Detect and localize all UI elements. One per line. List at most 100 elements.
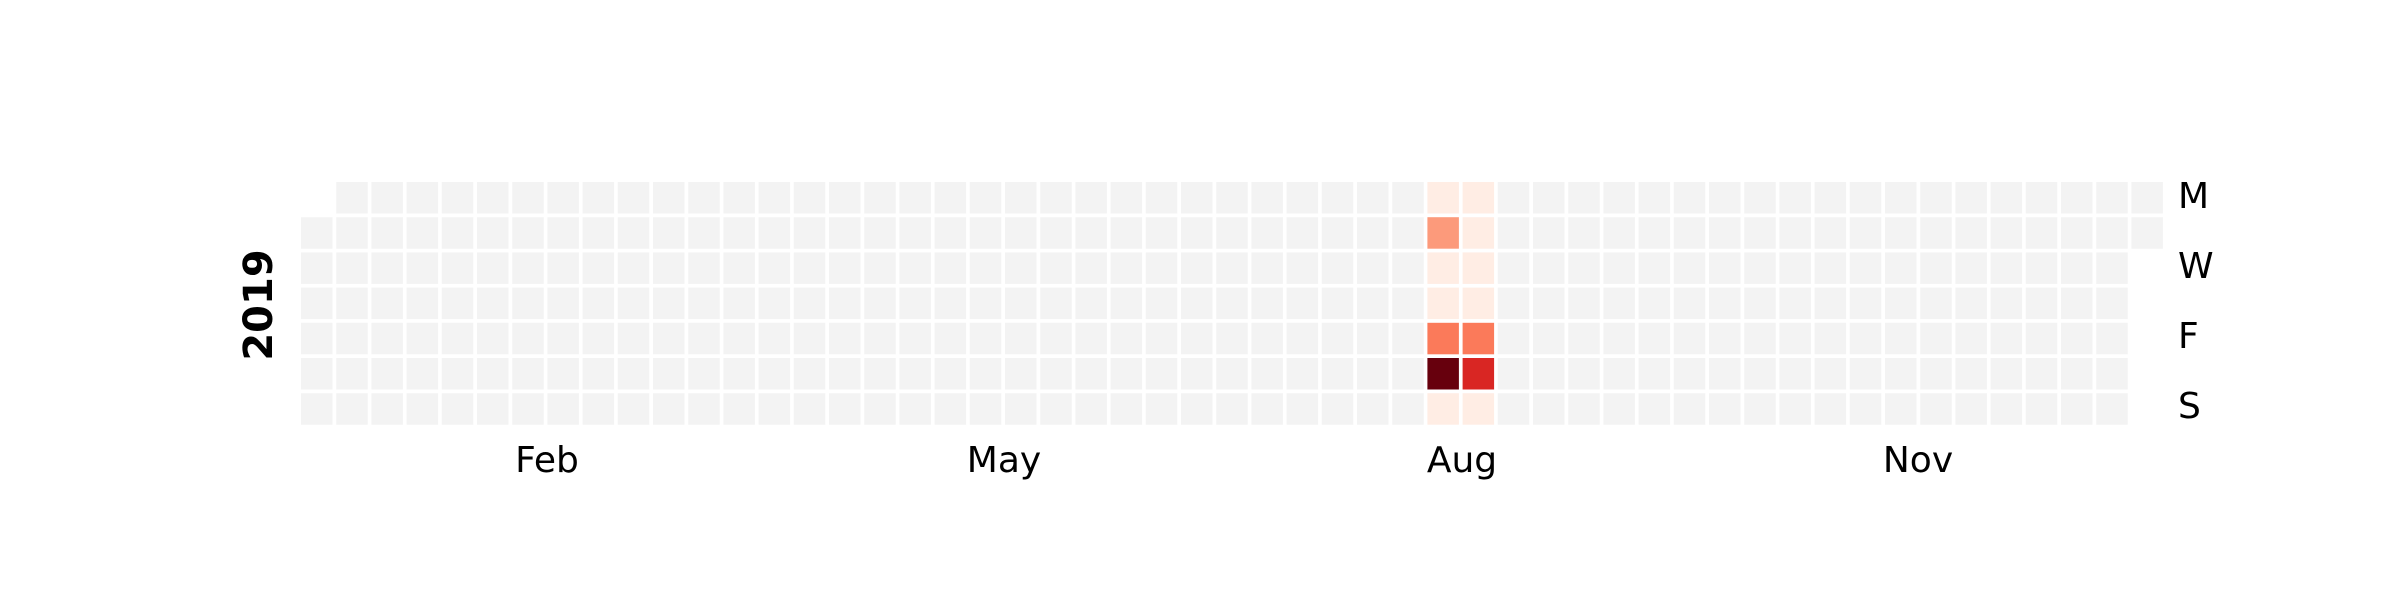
heatmap-cell-2019-06-20: [1145, 287, 1178, 320]
heatmap-cell-2019-03-14: [653, 287, 685, 320]
heatmap-cell-2019-04-04: [758, 287, 791, 320]
heatmap-cell-2019-06-10: [1110, 182, 1143, 214]
heatmap-cell-2019-06-18: [1145, 217, 1178, 249]
heatmap-cell-2019-08-25: [1462, 393, 1495, 425]
heatmap-cell-2019-09-09: [1568, 182, 1600, 214]
heatmap-cell-2019-05-29: [1040, 252, 1072, 284]
heatmap-cell-2019-10-07: [1709, 182, 1741, 214]
heatmap-cell-2019-09-13: [1568, 322, 1600, 355]
heatmap-cell-2019-08-12: [1427, 182, 1459, 214]
heatmap-cell-2019-10-10: [1709, 287, 1741, 320]
heatmap-cell-2019-12-28: [2096, 358, 2128, 390]
heatmap-cell-2019-11-23: [1920, 358, 1952, 390]
heatmap-cell-2019-05-16: [969, 287, 1002, 320]
heatmap-cell-2019-05-13: [969, 182, 1002, 214]
heatmap-cell-2019-02-04: [477, 182, 509, 214]
heatmap-cell-2019-11-03: [1814, 393, 1847, 425]
heatmap-cell-2019-11-10: [1849, 393, 1882, 425]
heatmap-cell-2019-08-13: [1427, 217, 1459, 249]
heatmap-cell-2019-03-05: [617, 217, 650, 249]
heatmap-cell-2019-07-30: [1357, 217, 1389, 249]
heatmap-cell-2019-10-05: [1673, 358, 1706, 390]
heatmap-cell-2019-03-23: [688, 358, 720, 390]
heatmap-cell-2019-09-04: [1533, 252, 1565, 284]
heatmap-cell-2019-01-23: [406, 252, 439, 284]
heatmap-cell-2019-09-21: [1603, 358, 1635, 390]
heatmap-cell-2019-11-12: [1885, 217, 1917, 249]
heatmap-cell-2019-06-11: [1110, 217, 1143, 249]
heatmap-cell-2019-05-28: [1040, 217, 1072, 249]
heatmap-cell-2019-11-18: [1920, 182, 1952, 214]
heatmap-cell-2019-10-02: [1673, 252, 1706, 284]
heatmap-cell-2019-02-21: [547, 287, 579, 320]
heatmap-cell-2019-08-24: [1462, 358, 1495, 390]
heatmap-cell-2019-03-09: [617, 358, 650, 390]
heatmap-cell-2019-06-24: [1181, 182, 1213, 214]
heatmap-cell-2019-09-06: [1533, 322, 1565, 355]
heatmap-cell-2019-01-13: [336, 393, 368, 425]
heatmap-cell-2019-02-07: [477, 287, 509, 320]
heatmap-cell-2019-01-25: [406, 322, 439, 355]
heatmap-cell-2019-07-14: [1251, 393, 1283, 425]
heatmap-cell-2019-12-13: [2025, 322, 2058, 355]
heatmap-cell-2019-08-05: [1392, 182, 1424, 214]
heatmap-cell-2019-01-05: [301, 358, 333, 390]
y-tick-label-friday: F: [2178, 316, 2199, 357]
heatmap-cell-2019-11-04: [1849, 182, 1882, 214]
heatmap-cell-2019-05-02: [899, 287, 931, 320]
heatmap-cell-2019-06-14: [1110, 322, 1143, 355]
heatmap-cell-2019-09-24: [1638, 217, 1671, 249]
heatmap-cell-2019-10-23: [1779, 252, 1811, 284]
heatmap-cell-2019-12-04: [1990, 252, 2023, 284]
heatmap-cell-2019-06-08: [1075, 358, 1107, 390]
heatmap-cell-2019-04-28: [864, 393, 896, 425]
heatmap-cell-2019-02-13: [512, 252, 544, 284]
heatmap-cell-2019-07-20: [1286, 358, 1319, 390]
heatmap-cell-2019-05-30: [1040, 287, 1072, 320]
heatmap-cell-2019-09-23: [1638, 182, 1671, 214]
heatmap-cell-2019-11-21: [1920, 287, 1952, 320]
heatmap-cell-2019-08-11: [1392, 393, 1424, 425]
heatmap-cell-2019-01-10: [336, 287, 368, 320]
heatmap-cell-2019-11-16: [1885, 358, 1917, 390]
heatmap-cell-2019-11-26: [1955, 217, 1987, 249]
heatmap-cell-2019-03-16: [653, 358, 685, 390]
heatmap-cell-2019-10-20: [1744, 393, 1776, 425]
heatmap-cell-2019-08-06: [1392, 217, 1424, 249]
heatmap-cell-2019-02-16: [512, 358, 544, 390]
heatmap-cell-2019-10-03: [1673, 287, 1706, 320]
heatmap-cell-2019-05-12: [934, 393, 967, 425]
heatmap-cell-2019-05-22: [1005, 252, 1037, 284]
heatmap-cell-2019-09-27: [1638, 322, 1671, 355]
heatmap-cell-2019-01-17: [371, 287, 403, 320]
heatmap-cell-2019-06-12: [1110, 252, 1143, 284]
heatmap-cell-2019-11-27: [1955, 252, 1987, 284]
heatmap-cell-2019-10-29: [1814, 217, 1847, 249]
heatmap-cell-2019-09-20: [1603, 322, 1635, 355]
heatmap-cell-2019-03-26: [723, 217, 755, 249]
heatmap-cell-2019-07-16: [1286, 217, 1319, 249]
heatmap-cell-2019-02-23: [547, 358, 579, 390]
heatmap-cell-2019-03-10: [617, 393, 650, 425]
heatmap-cell-2019-02-25: [582, 182, 615, 214]
heatmap-cell-2019-11-11: [1885, 182, 1917, 214]
heatmap-cell-2019-12-19: [2061, 287, 2093, 320]
heatmap-cell-2019-04-25: [864, 287, 896, 320]
heatmap-cell-2019-11-29: [1955, 322, 1987, 355]
heatmap-cell-2019-06-19: [1145, 252, 1178, 284]
heatmap-cell-2019-09-07: [1533, 358, 1565, 390]
heatmap-cell-2019-11-19: [1920, 217, 1952, 249]
heatmap-cell-2019-06-16: [1110, 393, 1143, 425]
heatmap-cell-2019-07-24: [1321, 252, 1354, 284]
heatmap-cell-2019-05-08: [934, 252, 967, 284]
heatmap-cell-2019-03-20: [688, 252, 720, 284]
heatmap-cell-2019-09-28: [1638, 358, 1671, 390]
heatmap-cell-2019-03-25: [723, 182, 755, 214]
heatmap-cell-2019-07-06: [1216, 358, 1248, 390]
heatmap-cell-2019-03-08: [617, 322, 650, 355]
heatmap-cell-2019-09-08: [1533, 393, 1565, 425]
heatmap-cell-2019-12-27: [2096, 322, 2128, 355]
heatmap-cell-2019-03-04: [617, 182, 650, 214]
heatmap-cell-2019-06-02: [1040, 393, 1072, 425]
heatmap-cell-2019-08-16: [1427, 322, 1459, 355]
